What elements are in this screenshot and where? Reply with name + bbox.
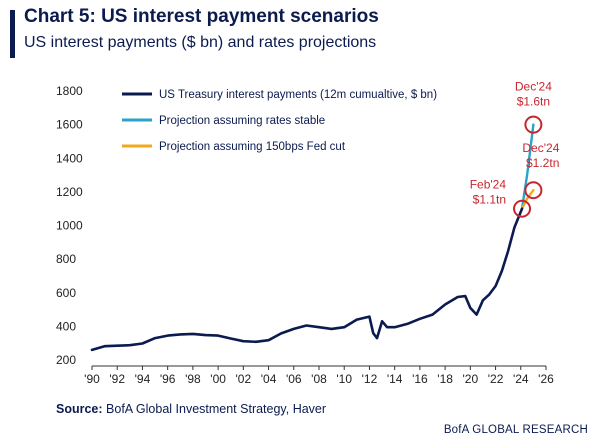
x-tick-label: '90	[84, 372, 100, 386]
legend-label: Projection assuming 150bps Fed cut	[159, 141, 346, 153]
x-tick-label: '20	[463, 372, 479, 386]
source-label: Source:	[56, 402, 103, 416]
y-tick-label: 1600	[56, 118, 83, 132]
series-line-fed-cut	[520, 188, 535, 210]
brand-footer: BofA GLOBAL RESEARCH	[443, 424, 588, 436]
y-tick-label: 800	[56, 252, 76, 266]
x-tick-label: '06	[286, 372, 302, 386]
x-tick-label: '14	[387, 372, 403, 386]
x-tick-label: '16	[412, 372, 428, 386]
legend-label: Projection assuming rates stable	[159, 115, 325, 127]
chart-title: Chart 5: US interest payment scenarios	[24, 6, 379, 27]
y-tick-label: 1200	[56, 185, 83, 199]
annotation-value: $1.1tn	[473, 193, 506, 207]
annotation-circle	[513, 199, 532, 218]
x-tick-label: '12	[362, 372, 378, 386]
y-tick-label: 600	[56, 286, 76, 300]
title-accent-bar	[10, 10, 15, 58]
x-tick-label: '10	[336, 372, 352, 386]
annotation-date: Dec'24	[522, 141, 559, 155]
x-tick-label: '92	[109, 372, 125, 386]
source-text: BofA Global Investment Strategy, Haver	[106, 402, 327, 416]
x-tick-label: '22	[488, 372, 504, 386]
annotation-circle	[524, 181, 543, 200]
x-tick-label: '02	[236, 372, 252, 386]
annotation-circle	[524, 115, 543, 134]
x-tick-label: '26	[538, 372, 554, 386]
x-tick-label: '96	[160, 372, 176, 386]
x-tick-label: '00	[210, 372, 226, 386]
series-line-rates-stable	[520, 123, 535, 210]
x-tick-label: '24	[513, 372, 529, 386]
series-line-actual	[90, 207, 524, 352]
y-tick-label: 400	[56, 319, 76, 333]
y-tick-label: 1400	[56, 151, 83, 165]
x-tick-label: '08	[311, 372, 327, 386]
x-tick-label: '94	[135, 372, 151, 386]
x-tick-label: '18	[437, 372, 453, 386]
annotation-value: $1.2tn	[526, 156, 559, 170]
annotation-date: Feb'24	[470, 178, 507, 192]
y-tick-label: 1800	[56, 84, 83, 98]
legend-label: US Treasury interest payments (12m cumua…	[159, 89, 437, 101]
y-tick-label: 1000	[56, 219, 83, 233]
y-tick-label: 200	[56, 353, 76, 367]
chart-subtitle: US interest payments ($ bn) and rates pr…	[24, 34, 377, 51]
x-tick-label: '98	[185, 372, 201, 386]
source-note: Source: BofA Global Investment Strategy,…	[56, 402, 326, 416]
annotation-value: $1.6tn	[517, 95, 550, 109]
x-tick-label: '04	[261, 372, 277, 386]
annotation-date: Dec'24	[515, 80, 552, 94]
